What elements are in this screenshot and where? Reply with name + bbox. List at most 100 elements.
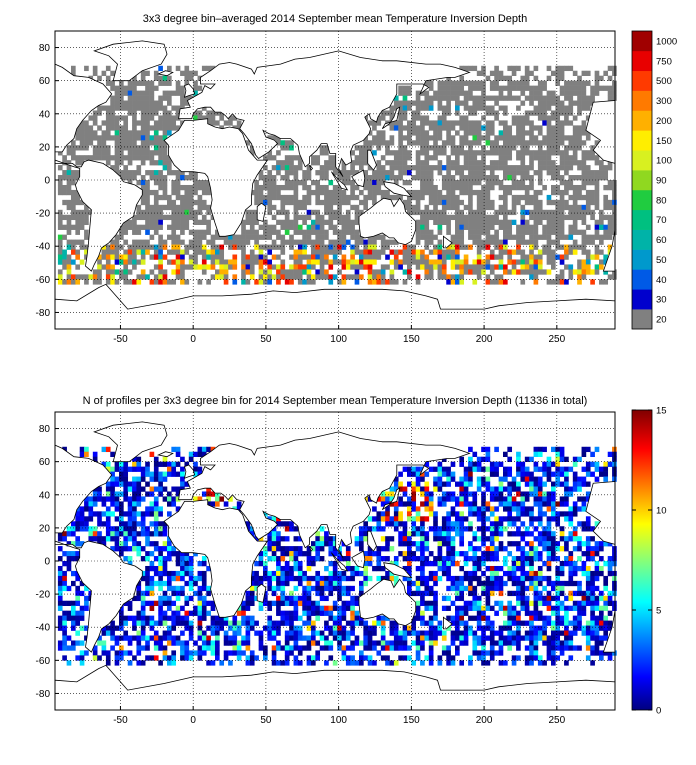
data-cell	[468, 220, 473, 225]
data-cell	[538, 250, 543, 255]
data-cell	[551, 482, 556, 487]
data-cell	[350, 611, 355, 616]
data-cell	[472, 220, 477, 225]
data-cell	[71, 250, 76, 255]
data-cell	[551, 541, 556, 546]
data-cell	[206, 611, 211, 616]
data-cell	[167, 115, 172, 120]
data-cell	[420, 195, 425, 200]
data-cell	[241, 274, 246, 279]
data-cell	[171, 472, 176, 477]
data-cell	[608, 180, 613, 185]
data-cell	[141, 531, 146, 536]
data-cell	[407, 551, 412, 556]
data-cell	[446, 185, 451, 190]
data-cell	[150, 115, 155, 120]
data-cell	[525, 467, 530, 472]
data-cell	[328, 240, 333, 245]
data-cell	[150, 576, 155, 581]
data-cell	[446, 546, 451, 551]
data-cell	[211, 274, 216, 279]
data-cell	[590, 86, 595, 91]
data-cell	[337, 591, 342, 596]
data-cell	[446, 576, 451, 581]
data-cell	[237, 235, 242, 240]
data-cell	[136, 130, 141, 135]
data-cell	[464, 150, 469, 155]
data-cell	[464, 81, 469, 86]
data-cell	[451, 551, 456, 556]
data-cell	[595, 541, 600, 546]
data-cell	[241, 264, 246, 269]
data-cell	[324, 250, 329, 255]
data-cell	[123, 477, 128, 482]
data-cell	[555, 140, 560, 145]
data-cell	[446, 571, 451, 576]
data-cell	[573, 269, 578, 274]
data-cell	[128, 511, 133, 516]
data-cell	[385, 145, 390, 150]
data-cell	[71, 581, 76, 586]
data-cell	[542, 447, 547, 452]
data-cell	[442, 165, 447, 170]
data-cell	[163, 596, 168, 601]
data-cell	[167, 472, 172, 477]
data-cell	[481, 175, 486, 180]
data-cell	[102, 145, 107, 150]
data-cell	[307, 225, 312, 230]
data-cell	[346, 240, 351, 245]
data-cell	[158, 606, 163, 611]
data-cell	[516, 501, 521, 506]
data-cell	[62, 190, 67, 195]
data-cell	[429, 551, 434, 556]
data-cell	[88, 130, 93, 135]
data-cell	[294, 180, 299, 185]
data-cell	[289, 566, 294, 571]
data-cell	[534, 491, 539, 496]
data-cell	[464, 130, 469, 135]
data-cell	[568, 160, 573, 165]
data-cell	[315, 250, 320, 255]
data-cell	[119, 462, 124, 467]
data-cell	[145, 195, 150, 200]
data-cell	[542, 482, 547, 487]
data-cell	[202, 235, 207, 240]
data-cell	[150, 566, 155, 571]
data-cell	[494, 601, 499, 606]
data-cell	[416, 477, 421, 482]
data-cell	[254, 576, 259, 581]
data-cell	[568, 110, 573, 115]
data-cell	[294, 185, 299, 190]
data-cell	[516, 135, 521, 140]
data-cell	[551, 531, 556, 536]
y-tick-label: 40	[39, 109, 51, 120]
data-cell	[398, 150, 403, 155]
data-cell	[577, 210, 582, 215]
data-cell	[119, 96, 124, 101]
data-cell	[158, 140, 163, 145]
data-cell	[328, 200, 333, 205]
data-cell	[490, 170, 495, 175]
data-cell	[438, 245, 443, 250]
data-cell	[141, 101, 146, 106]
data-cell	[132, 255, 137, 260]
data-cell	[106, 81, 111, 86]
data-cell	[595, 250, 600, 255]
data-cell	[315, 160, 320, 165]
data-cell	[582, 264, 587, 269]
data-cell	[180, 591, 185, 596]
data-cell	[106, 255, 111, 260]
data-cell	[420, 516, 425, 521]
data-cell	[407, 566, 412, 571]
data-cell	[184, 556, 189, 561]
data-cell	[525, 611, 530, 616]
data-cell	[420, 120, 425, 125]
data-cell	[106, 274, 111, 279]
data-cell	[595, 245, 600, 250]
data-cell	[525, 472, 530, 477]
data-cell	[547, 581, 552, 586]
data-cell	[75, 135, 80, 140]
data-cell	[481, 477, 486, 482]
data-cell	[62, 259, 67, 264]
data-cell	[538, 477, 543, 482]
